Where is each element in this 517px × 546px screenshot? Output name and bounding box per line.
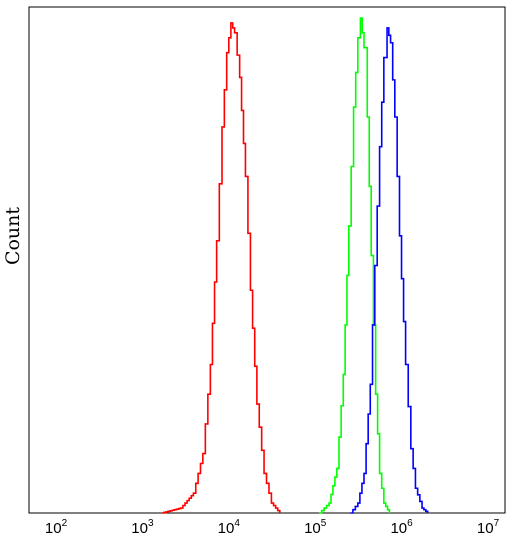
x-tick-label: 106: [390, 518, 413, 537]
plot-frame: [28, 6, 506, 514]
histogram-curves: [161, 17, 429, 514]
histogram-series-2: [319, 17, 391, 514]
x-tick-label: 107: [477, 518, 500, 537]
x-tick-label: 104: [218, 518, 241, 537]
y-axis-label: Count: [2, 207, 24, 265]
histogram-series-3: [350, 27, 429, 514]
x-axis-ticks: 102 103 104 105 106 107: [45, 518, 500, 537]
x-tick-label: 105: [304, 518, 327, 537]
x-tick-label: 102: [45, 518, 68, 537]
histogram-series-1: [161, 22, 281, 514]
x-tick-label: 103: [131, 518, 154, 537]
